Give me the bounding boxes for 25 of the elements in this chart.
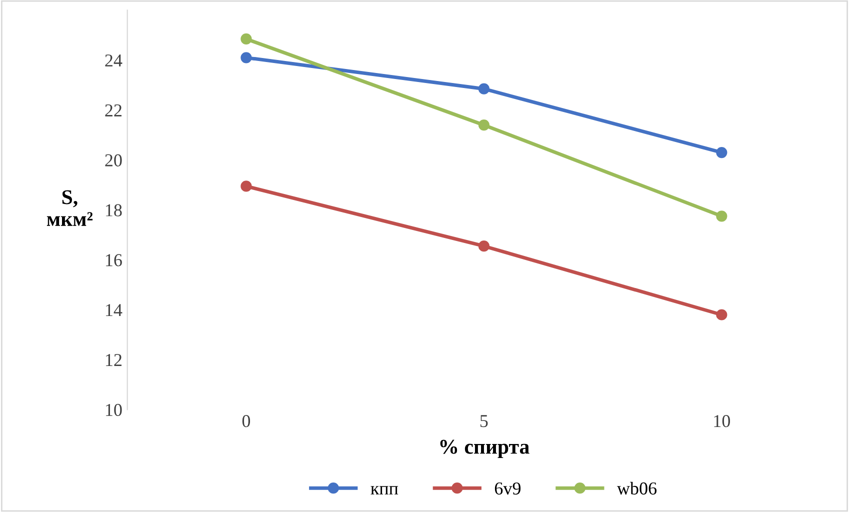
point — [716, 146, 728, 158]
y-tick-label: 20 — [105, 154, 122, 166]
y-axis-title: S, мкм² — [46, 190, 93, 226]
point — [240, 33, 252, 44]
legend-label: 6v9 — [494, 482, 521, 495]
point — [716, 309, 728, 320]
point — [478, 83, 490, 94]
x-tick-label: 0 — [242, 414, 250, 428]
y-tick-label: 10 — [106, 404, 122, 416]
point — [478, 240, 490, 252]
y-tick-label: 22 — [105, 104, 122, 116]
legend-label: wb06 — [616, 482, 657, 495]
x-tick-label: 10 — [714, 414, 730, 428]
point — [240, 180, 252, 192]
x-tick-label: 5 — [480, 415, 488, 428]
point — [478, 120, 490, 131]
point — [716, 210, 728, 222]
y-tick-label: 18 — [106, 204, 122, 216]
y-tick-label: 24 — [105, 54, 122, 66]
legend-label: кпп — [370, 486, 398, 494]
y-tick-label: 14 — [106, 304, 122, 316]
point — [240, 52, 252, 64]
y-tick-label: 16 — [106, 254, 122, 266]
y-tick-label: 12 — [106, 354, 122, 366]
x-axis-title: % спирта — [440, 440, 530, 458]
